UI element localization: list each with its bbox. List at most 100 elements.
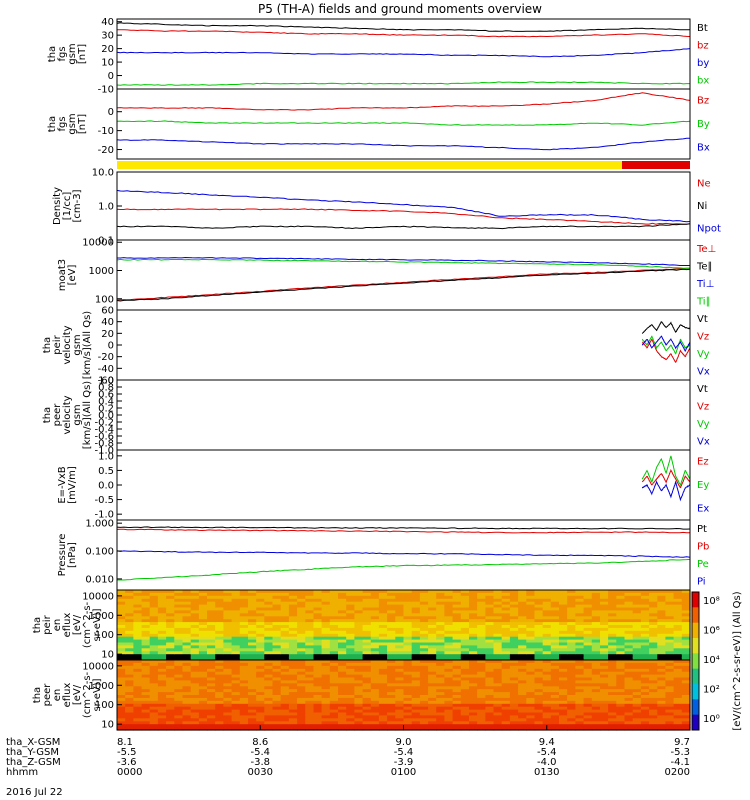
spectrogram-cell [395, 727, 405, 731]
y-axis-label: eflux [62, 683, 73, 708]
spectrogram-cell [436, 689, 445, 693]
spectrogram-cell [378, 598, 388, 603]
spectrogram-cell [501, 697, 511, 702]
spectrogram-cell [248, 692, 257, 696]
spectrogram-cell [117, 703, 126, 708]
spectrogram-cell [182, 712, 192, 716]
spectrogram-cell [378, 648, 388, 652]
spectrogram-cell [624, 683, 634, 687]
spectrogram-cell [346, 633, 355, 638]
spectrogram-cell [182, 601, 192, 606]
spectrogram-cell [362, 703, 372, 708]
spectrogram-cell [297, 660, 306, 664]
spectrogram-cell [248, 709, 257, 714]
spectrogram-cell [117, 657, 126, 661]
spectrogram-cell [518, 718, 527, 722]
spectrogram-cell [452, 668, 462, 673]
footer-value: -5.4 [394, 747, 414, 758]
spectrogram-cell [256, 590, 265, 594]
spectrogram-cell [477, 718, 486, 722]
spectrogram-cell [305, 686, 315, 690]
spectrogram-cell [305, 610, 315, 614]
spectrogram-cell [141, 724, 151, 728]
spectrogram-cell [141, 674, 151, 679]
spectrogram-cell [395, 718, 405, 722]
spectrogram-cell [559, 706, 568, 711]
spectrogram-cell [591, 727, 601, 731]
spectrogram-cell [248, 727, 257, 731]
spectrogram-cell [248, 592, 257, 597]
spectrogram-cell [444, 671, 454, 676]
spectrogram-cell [608, 724, 617, 728]
spectrogram-cell [313, 689, 323, 693]
spectrogram-cell [272, 645, 282, 649]
spectrogram-cell [542, 660, 552, 664]
spectrogram-cell [673, 727, 683, 731]
spectrogram-cell [280, 686, 290, 690]
spectrogram-cell [223, 642, 233, 646]
spectrogram-cell [509, 697, 519, 702]
spectrogram-cell [288, 613, 298, 617]
spectrogram-cell [657, 610, 667, 614]
spectrogram-cell [190, 660, 200, 664]
spectrogram-cell [616, 703, 626, 708]
spectrogram-cell [117, 604, 126, 609]
spectrogram-cell [665, 639, 675, 644]
spectrogram-cell [600, 630, 609, 635]
spectrogram-cell [600, 660, 609, 664]
spectrogram-cell [681, 622, 691, 626]
spectrogram-cell [387, 709, 396, 714]
spectrogram-cell [632, 607, 642, 611]
spectrogram-cell [681, 686, 691, 690]
series-line-Ex [641, 480, 691, 502]
spectrogram-cell [354, 695, 364, 699]
spectrogram-cell [616, 607, 626, 611]
spectrogram-cell [313, 712, 323, 716]
spectrogram-cell [190, 668, 200, 673]
spectrogram-cell [542, 689, 552, 693]
spectrogram-cell [174, 651, 184, 655]
spectrogram-cell [321, 700, 331, 705]
spectrogram-cell [469, 595, 478, 600]
spectrogram-cell [231, 619, 241, 623]
spectrogram-cell [166, 598, 175, 603]
spectrogram-cell [485, 677, 495, 681]
spectrogram-cell [141, 657, 151, 661]
spectrogram-cell [264, 604, 274, 609]
spectrogram-cell [403, 727, 413, 731]
spectrogram-cell [198, 616, 208, 620]
spectrogram-cell [632, 715, 642, 719]
spectrogram-cell [280, 700, 290, 705]
spectrogram-cell [264, 700, 274, 705]
spectrogram-cell [681, 598, 691, 603]
spectrogram-cell [395, 616, 405, 620]
spectrogram-cell [665, 700, 675, 705]
spectrogram-cell [542, 700, 552, 705]
spectrogram-cell [657, 671, 667, 676]
spectrogram-cell [338, 657, 347, 661]
spectrogram-cell [387, 645, 396, 649]
spectrogram-cell [673, 613, 683, 617]
spectrogram-cell [501, 654, 511, 658]
spectrogram-cell [518, 712, 527, 716]
spectrogram-cell [673, 639, 683, 644]
spectrogram-cell [305, 668, 315, 673]
spectrogram-cell [428, 683, 437, 687]
spectrogram-cell [469, 625, 478, 629]
spectrogram-cell [338, 683, 347, 687]
spectrogram-cell [469, 616, 478, 620]
spectrogram-cell [157, 697, 167, 702]
spectrogram-cell [477, 616, 486, 620]
spectrogram-cell [534, 724, 544, 728]
spectrogram-cell [378, 686, 388, 690]
spectrogram-cell [501, 715, 511, 719]
spectrogram-cell [657, 598, 667, 603]
spectrogram-cell [264, 627, 274, 632]
spectrogram-cell [542, 715, 552, 719]
spectrogram-cell [215, 648, 224, 652]
spectrogram-cell [272, 590, 282, 594]
series-line-Pi [116, 550, 691, 558]
spectrogram-cell [681, 727, 691, 731]
spectrogram-cell [542, 695, 552, 699]
spectrogram-cell [550, 677, 560, 681]
